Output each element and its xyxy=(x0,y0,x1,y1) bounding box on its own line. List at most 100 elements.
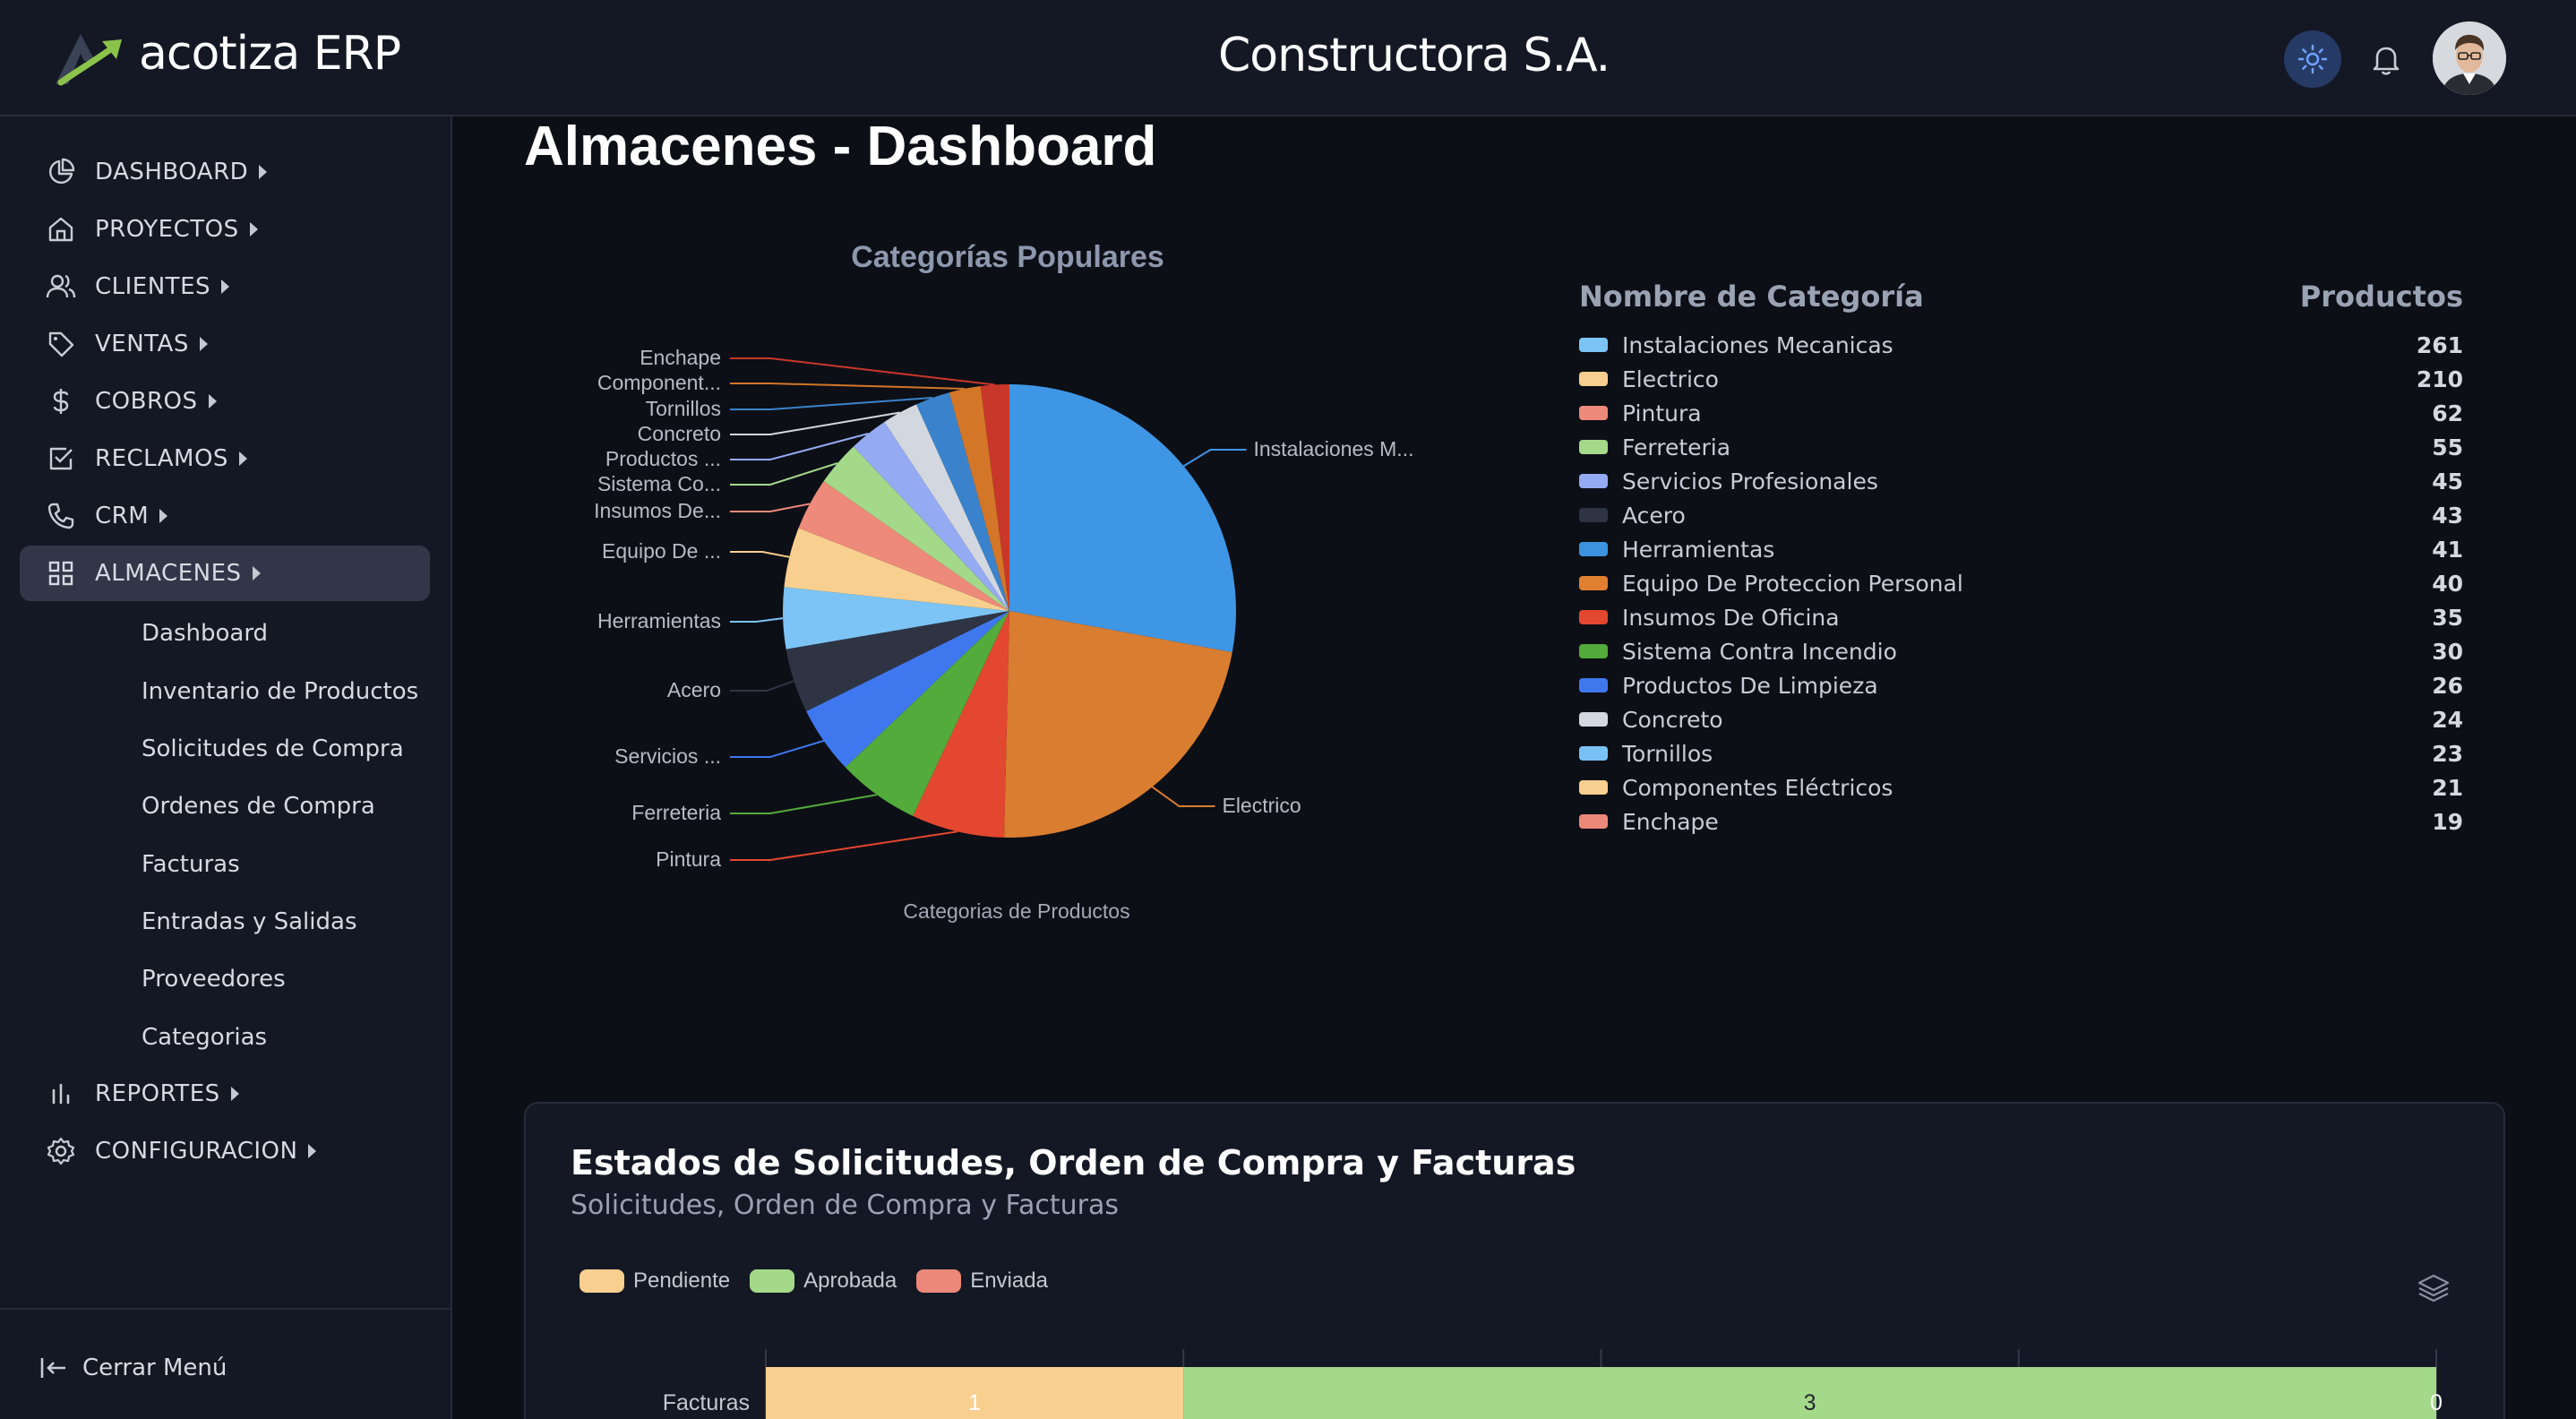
sidebar-item-cobros[interactable]: COBROS xyxy=(20,374,430,429)
sidebar-sub-solicitudes[interactable]: Solicitudes de Compra xyxy=(142,735,404,762)
sidebar-item-proyectos[interactable]: PROYECTOS xyxy=(20,202,430,257)
pie-slice[interactable] xyxy=(823,446,1009,611)
legend-item-pendiente[interactable]: Pendiente xyxy=(580,1268,730,1294)
user-photo-icon xyxy=(2433,22,2506,95)
bar-data-label: 0 xyxy=(2430,1390,2443,1415)
sidebar-sub-entradas[interactable]: Entradas y Salidas xyxy=(142,908,357,935)
pie-slice[interactable] xyxy=(884,404,1009,611)
sidebar-sub-facturas[interactable]: Facturas xyxy=(142,851,240,878)
sidebar-item-dashboard[interactable]: DASHBOARD xyxy=(20,144,430,200)
pie-slice[interactable] xyxy=(913,611,1009,838)
category-swatch xyxy=(1579,474,1608,488)
pie-callout-label: Insumos De... xyxy=(594,499,721,522)
sidebar-item-label: ALMACENES xyxy=(95,560,242,587)
company-name: Constructora S.A. xyxy=(1218,29,1610,82)
category-swatch xyxy=(1579,644,1608,658)
sidebar-item-reclamos[interactable]: RECLAMOS xyxy=(20,431,430,486)
sidebar-item-label: CRM xyxy=(95,503,150,529)
pie-slice[interactable] xyxy=(784,528,1009,611)
caret-right-icon xyxy=(159,509,168,523)
sidebar-item-crm[interactable]: CRM xyxy=(20,488,430,544)
layers-icon[interactable] xyxy=(2416,1270,2451,1306)
notifications-button[interactable] xyxy=(2363,36,2409,82)
pie-callout-label: Concreto xyxy=(637,422,721,445)
category-name: Ferreteria xyxy=(1622,434,1731,460)
pie-slice[interactable] xyxy=(845,611,1009,816)
pie-slice[interactable] xyxy=(980,384,1009,611)
pie-slice[interactable] xyxy=(853,422,1009,611)
category-count: 62 xyxy=(2432,400,2463,426)
close-menu-button[interactable]: Cerrar Menú xyxy=(39,1354,227,1381)
bar-segment[interactable] xyxy=(1183,1367,2436,1419)
pie-callout-label: Servicios ... xyxy=(614,744,721,768)
category-count: 35 xyxy=(2432,604,2463,631)
category-count: 210 xyxy=(2416,366,2463,392)
bar-category-label: Facturas xyxy=(663,1390,750,1415)
sidebar-item-almacenes[interactable]: ALMACENES xyxy=(20,546,430,601)
legend-swatch xyxy=(916,1269,962,1293)
sidebar-item-ventas[interactable]: VENTAS xyxy=(20,316,430,372)
chart-legend: Pendiente Aprobada Enviada xyxy=(580,1268,1068,1294)
pie-callout-label: Sistema Co... xyxy=(597,472,721,495)
pie-slice[interactable] xyxy=(916,392,1009,611)
caret-right-icon xyxy=(252,566,261,580)
pie-slice[interactable] xyxy=(949,386,1009,611)
legend-item-enviada[interactable]: Enviada xyxy=(916,1268,1048,1294)
pie-callout-label: Herramientas xyxy=(597,609,721,632)
users-icon xyxy=(45,271,77,303)
pie-callout-line xyxy=(1151,786,1215,807)
pie-slice[interactable] xyxy=(786,611,1009,712)
pie-slice[interactable] xyxy=(1009,384,1236,653)
theme-toggle-button[interactable] xyxy=(2284,30,2341,88)
category-count: 40 xyxy=(2432,570,2463,597)
category-count: 43 xyxy=(2432,502,2463,529)
gear-icon xyxy=(45,1135,77,1167)
sidebar-item-clientes[interactable]: CLIENTES xyxy=(20,259,430,314)
table-row: Productos De Limpieza 26 xyxy=(1579,668,2463,702)
pie-slice[interactable] xyxy=(1004,611,1232,838)
status-chart-card: Estados de Solicitudes, Orden de Compra … xyxy=(524,1102,2505,1419)
caret-right-icon xyxy=(208,394,217,408)
category-count: 19 xyxy=(2432,808,2463,835)
sidebar-item-label: VENTAS xyxy=(95,331,189,357)
sidebar-item-reportes[interactable]: REPORTES xyxy=(20,1066,430,1122)
category-name: Servicios Profesionales xyxy=(1622,468,1878,494)
phone-icon xyxy=(45,500,77,532)
category-swatch xyxy=(1579,372,1608,386)
pie-callout-line xyxy=(730,617,784,623)
sidebar-sub-inventario[interactable]: Inventario de Productos xyxy=(142,678,419,705)
legend-swatch xyxy=(580,1269,624,1293)
sidebar-sub-proveedores[interactable]: Proveedores xyxy=(142,966,286,993)
sidebar-item-label: COBROS xyxy=(95,388,198,415)
sidebar-item-configuracion[interactable]: CONFIGURACION xyxy=(20,1123,430,1179)
avatar[interactable] xyxy=(2433,22,2506,95)
sidebar-sub-categorias[interactable]: Categorias xyxy=(142,1024,268,1051)
pie-callout-label: Component... xyxy=(597,371,721,394)
pie-callout-line xyxy=(730,794,878,814)
pie-slice[interactable] xyxy=(806,611,1009,768)
category-name: Sistema Contra Incendio xyxy=(1622,638,1897,665)
close-menu-label: Cerrar Menú xyxy=(82,1354,228,1381)
pie-callout-label: Pintura xyxy=(656,847,721,871)
pie-callout-label: Tornillos xyxy=(645,397,721,420)
sidebar-sub-dashboard[interactable]: Dashboard xyxy=(142,620,269,647)
app-name[interactable]: acotiza ERP xyxy=(139,27,401,81)
top-header: acotiza ERP Constructora S.A. xyxy=(0,0,2576,116)
table-row: Servicios Profesionales 45 xyxy=(1579,464,2463,498)
bell-icon xyxy=(2373,47,2400,75)
pie-callout-line xyxy=(730,551,790,558)
table-row: Componentes Eléctricos 21 xyxy=(1579,770,2463,804)
category-swatch xyxy=(1579,440,1608,454)
bar-segment[interactable] xyxy=(766,1367,1184,1419)
sidebar-sub-ordenes[interactable]: Ordenes de Compra xyxy=(142,793,375,820)
category-swatch xyxy=(1579,678,1608,692)
checkbox-icon xyxy=(45,443,77,475)
pie-slice[interactable] xyxy=(798,481,1009,611)
caret-right-icon xyxy=(249,222,258,236)
category-swatch xyxy=(1579,508,1608,522)
caret-right-icon xyxy=(308,1144,317,1158)
legend-item-aprobada[interactable]: Aprobada xyxy=(750,1268,897,1294)
table-row: Herramientas 41 xyxy=(1579,532,2463,566)
pie-slice[interactable] xyxy=(783,587,1009,649)
category-swatch xyxy=(1579,610,1608,624)
